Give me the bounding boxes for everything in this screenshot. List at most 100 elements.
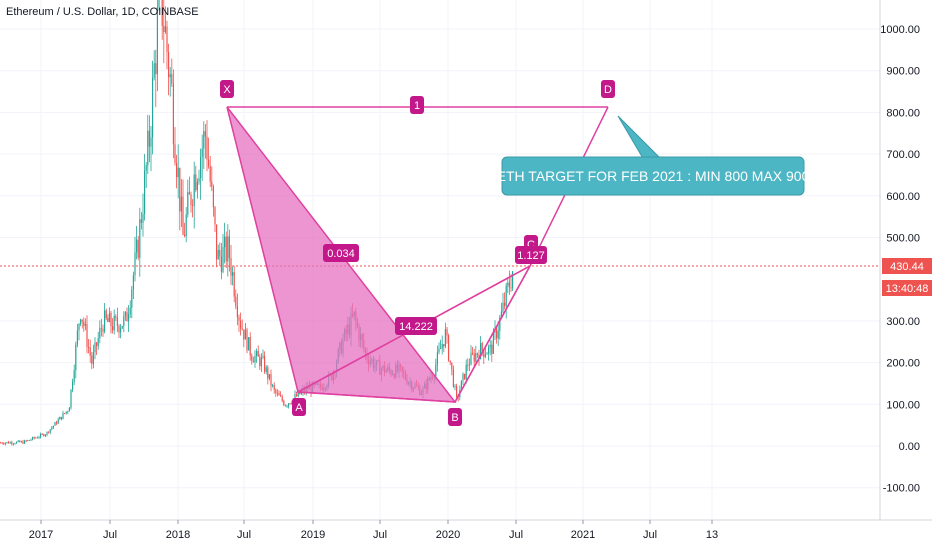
candle-body xyxy=(174,144,176,163)
candle-body xyxy=(507,282,509,286)
candle-body xyxy=(228,236,230,258)
countdown-tag: 13:40:48 xyxy=(882,280,932,296)
candle-body xyxy=(59,416,61,420)
candle-body xyxy=(204,131,206,137)
candle-body xyxy=(206,136,208,160)
candle-body xyxy=(56,422,58,424)
harmonic-pattern[interactable] xyxy=(226,106,609,403)
candle-body xyxy=(25,440,27,442)
svg-text:B: B xyxy=(451,412,458,424)
candle-body xyxy=(0,442,2,444)
candle-body xyxy=(147,130,149,166)
candle-body xyxy=(136,239,138,253)
candle-body xyxy=(120,328,122,333)
candle-body xyxy=(232,272,234,276)
candle-body xyxy=(203,131,205,149)
candle-body xyxy=(145,165,147,171)
candle-body xyxy=(3,443,5,445)
candle-body xyxy=(62,413,64,420)
candle-body xyxy=(504,302,506,306)
time-tick-label: 2020 xyxy=(436,529,460,541)
candle-body xyxy=(288,403,290,406)
point-x-label[interactable]: X xyxy=(220,80,234,98)
candle-body xyxy=(297,391,299,397)
candle-body xyxy=(148,130,150,147)
candle-body xyxy=(478,354,480,359)
candle-body xyxy=(32,437,34,440)
price-tick-label: 1000.00 xyxy=(880,24,920,36)
point-a-label[interactable]: A xyxy=(292,398,306,416)
candle-body xyxy=(51,427,53,430)
candle-body xyxy=(446,329,448,336)
candle-body xyxy=(97,338,99,347)
candle-body xyxy=(441,344,443,349)
candle-body xyxy=(220,256,222,272)
candle-body xyxy=(14,443,16,445)
point-d-label[interactable]: D xyxy=(601,80,615,98)
price-tick-label: 500.00 xyxy=(886,233,920,245)
candle-body xyxy=(257,350,259,357)
svg-text:A: A xyxy=(295,402,303,414)
price-tick-label: 700.00 xyxy=(886,149,920,161)
ratio-xd-label[interactable]: 1 xyxy=(410,96,424,114)
candle-body xyxy=(286,405,288,407)
candle-body xyxy=(275,389,277,393)
target-callout[interactable]: ETH TARGET FOR FEB 2021 : MIN 800 MAX 90… xyxy=(497,115,810,196)
candle-body xyxy=(124,312,126,317)
candle-body xyxy=(1,442,3,444)
candle-body xyxy=(484,354,486,357)
candle-body xyxy=(75,344,77,371)
candle-body xyxy=(132,275,134,290)
price-axis[interactable]: 1000.00 900.00 800.00 700.00 600.00 500.00 300… xyxy=(879,0,932,550)
price-tick-label: 100.00 xyxy=(886,399,920,411)
candle-body xyxy=(460,380,462,391)
candle-body xyxy=(283,400,285,406)
candle-body xyxy=(438,348,440,353)
ratio-xab-label[interactable]: 0.034 xyxy=(323,244,359,262)
candle-body xyxy=(449,360,451,363)
candle-body xyxy=(104,310,106,332)
candle-body xyxy=(256,350,258,356)
candle-body xyxy=(200,156,202,179)
ratio-abc-label[interactable]: 14.222 xyxy=(395,317,437,335)
candle-body xyxy=(262,356,264,358)
candle-body xyxy=(276,392,278,394)
point-b-label[interactable]: B xyxy=(448,408,462,426)
candle-body xyxy=(121,326,123,329)
svg-text:14.222: 14.222 xyxy=(399,321,433,333)
candle-body xyxy=(155,63,157,75)
time-axis[interactable]: 2017 Jul 2018 Jul 2019 Jul 2020 Jul 2021 Jul 13 xyxy=(0,519,932,550)
time-tick-label: 2018 xyxy=(166,529,190,541)
candle-body xyxy=(171,74,173,84)
candle-body xyxy=(137,239,139,258)
candle-body xyxy=(24,440,26,444)
candle-body xyxy=(172,83,174,145)
candle-body xyxy=(464,373,466,379)
ratio-c-label[interactable]: 1.127 xyxy=(515,246,547,264)
time-tick-label: 13 xyxy=(706,529,718,541)
candle-body xyxy=(123,316,125,327)
candle-body xyxy=(129,307,131,315)
candle-body xyxy=(40,434,42,438)
pattern-bc-line[interactable] xyxy=(454,265,531,403)
candle-body xyxy=(161,0,163,26)
candle-body xyxy=(49,429,51,433)
svg-text:13:40:48: 13:40:48 xyxy=(886,283,929,295)
candle-body xyxy=(440,348,442,350)
candle-body xyxy=(73,370,75,382)
candle-body xyxy=(113,316,115,331)
candle-body xyxy=(195,174,197,191)
candle-body xyxy=(209,165,211,182)
candle-body xyxy=(30,439,32,441)
candle-body xyxy=(12,443,14,445)
candle-body xyxy=(225,236,227,262)
time-tick-label: Jul xyxy=(509,529,523,541)
candle-body xyxy=(142,213,144,223)
candle-body xyxy=(289,403,291,405)
svg-text:0.034: 0.034 xyxy=(327,248,355,260)
price-tick-label: 900.00 xyxy=(886,66,920,78)
candle-body xyxy=(52,425,54,428)
candle-body xyxy=(260,357,262,367)
